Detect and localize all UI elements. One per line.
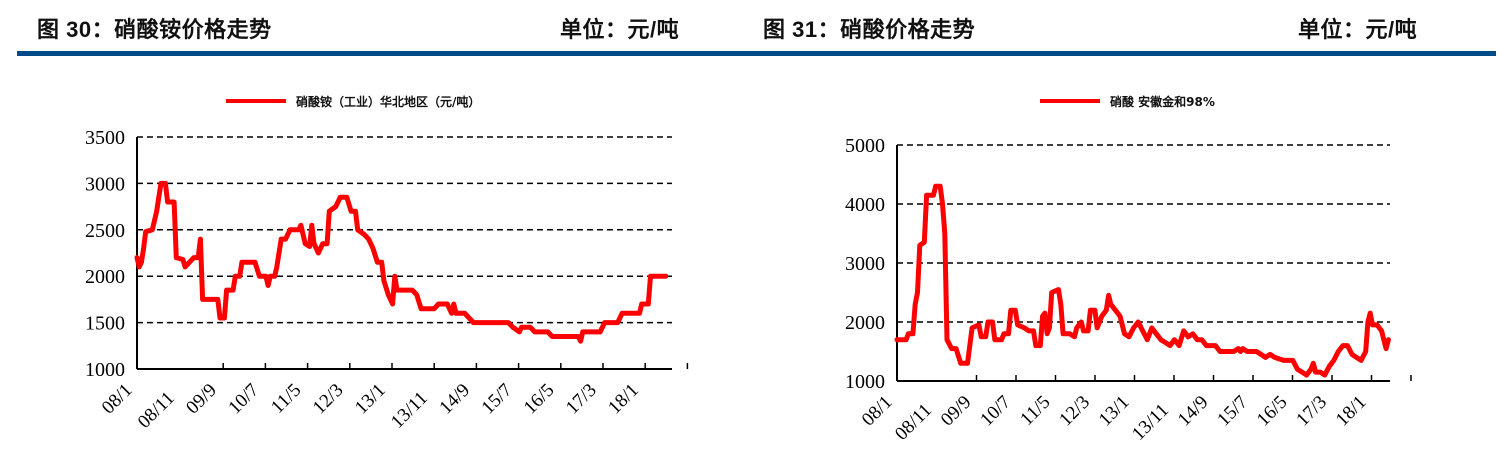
x-tick-label: 17/3 — [1292, 392, 1331, 431]
x-tick-label: 08/1 — [858, 392, 897, 431]
x-tick-label: 16/5 — [1253, 392, 1292, 431]
ammonium-nitrate-price-chart: 硝酸铵（工业）华北地区（元/吨） 1000 1500 2000 2500 3000 3500… — [85, 94, 689, 433]
figure-31-unit: 单位：元/吨 — [1298, 17, 1418, 42]
y-tick-label: 2000 — [845, 312, 885, 334]
x-tick-label: 09/9 — [937, 392, 976, 431]
y-tick-label: 3000 — [845, 253, 885, 275]
legend-label: 硝酸铵（工业）华北地区（元/吨） — [296, 94, 480, 109]
price-series-line — [894, 183, 1391, 378]
x-tick-label: 10/7 — [976, 392, 1015, 431]
y-tick-label: 2000 — [85, 266, 125, 288]
x-tick-label: 11/5 — [1016, 392, 1054, 430]
figure-31-title: 图 31：硝酸价格走势 — [763, 17, 976, 42]
figure-30-title: 图 30：硝酸铵价格走势 — [37, 17, 272, 42]
x-tick-label: 13/11 — [1128, 400, 1173, 445]
x-tick-label: 14/9 — [1174, 392, 1213, 431]
y-tick-label: 1000 — [85, 359, 125, 381]
figure-30-unit: 单位：元/吨 — [560, 17, 680, 42]
header-divider — [17, 51, 1496, 56]
y-tick-label: 3000 — [85, 173, 125, 195]
y-tick-label: 2500 — [85, 220, 125, 242]
x-tick-label: 12/3 — [1055, 392, 1094, 431]
x-tick-label: 08/11 — [891, 400, 936, 445]
price-series-line — [134, 180, 669, 344]
y-tick-label: 5000 — [845, 135, 885, 157]
legend-label: 硝酸 安徽金和98% — [1110, 94, 1215, 109]
y-tick-label: 3500 — [85, 127, 125, 149]
y-tick-label: 1000 — [845, 371, 885, 393]
y-tick-label: 1500 — [85, 313, 125, 335]
x-tick-label: 13/1 — [1095, 392, 1134, 431]
y-tick-label: 4000 — [845, 194, 885, 216]
x-tick-label: 15/7 — [1213, 392, 1252, 431]
x-tick-label: 18/1 — [1332, 392, 1371, 431]
